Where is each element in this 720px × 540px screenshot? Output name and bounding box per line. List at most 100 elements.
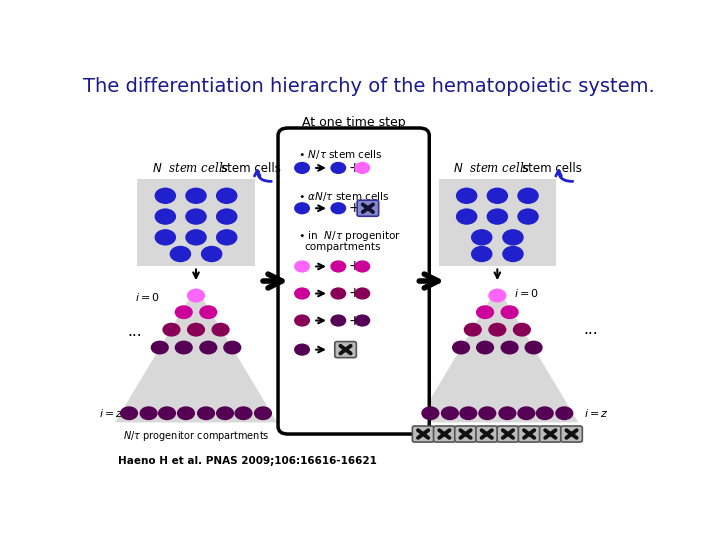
- Text: stem cells: stem cells: [221, 162, 281, 175]
- Text: At one time step: At one time step: [302, 116, 405, 129]
- Circle shape: [422, 407, 438, 420]
- Circle shape: [355, 288, 369, 299]
- Circle shape: [518, 407, 535, 420]
- Circle shape: [294, 203, 310, 214]
- FancyBboxPatch shape: [278, 128, 429, 434]
- FancyBboxPatch shape: [413, 426, 434, 442]
- Circle shape: [499, 407, 516, 420]
- Circle shape: [294, 163, 310, 173]
- FancyBboxPatch shape: [438, 179, 556, 266]
- Circle shape: [477, 341, 493, 354]
- Circle shape: [331, 163, 346, 173]
- Circle shape: [536, 407, 553, 420]
- Circle shape: [212, 323, 229, 336]
- FancyBboxPatch shape: [138, 179, 255, 266]
- Circle shape: [487, 188, 508, 203]
- Circle shape: [200, 341, 217, 354]
- Text: $\bullet$ $\alpha N/\tau$ stem cells: $\bullet$ $\alpha N/\tau$ stem cells: [298, 190, 390, 202]
- Text: +: +: [348, 314, 360, 328]
- Circle shape: [503, 230, 523, 245]
- Circle shape: [479, 407, 495, 420]
- Circle shape: [472, 246, 492, 261]
- Circle shape: [489, 323, 505, 336]
- Circle shape: [487, 209, 508, 224]
- Circle shape: [355, 315, 369, 326]
- Text: The differentiation hierarchy of the hematopoietic system.: The differentiation hierarchy of the hem…: [83, 77, 655, 96]
- Circle shape: [158, 407, 176, 420]
- Circle shape: [151, 341, 168, 354]
- Circle shape: [198, 407, 215, 420]
- Circle shape: [188, 289, 204, 302]
- Text: ...: ...: [584, 322, 598, 338]
- Circle shape: [456, 209, 477, 224]
- Circle shape: [489, 289, 505, 302]
- Circle shape: [501, 341, 518, 354]
- Circle shape: [186, 209, 206, 224]
- Circle shape: [255, 407, 271, 420]
- Circle shape: [294, 315, 310, 326]
- Circle shape: [294, 344, 310, 355]
- Circle shape: [453, 341, 469, 354]
- Circle shape: [186, 230, 206, 245]
- Circle shape: [472, 230, 492, 245]
- Circle shape: [556, 407, 572, 420]
- Circle shape: [171, 246, 191, 261]
- Text: $N$  stem cells: $N$ stem cells: [152, 161, 229, 175]
- Circle shape: [501, 306, 518, 319]
- Circle shape: [456, 188, 477, 203]
- Text: $i=0$: $i=0$: [135, 292, 160, 303]
- Circle shape: [441, 407, 459, 420]
- Text: +: +: [348, 161, 360, 175]
- Circle shape: [477, 306, 493, 319]
- Circle shape: [331, 315, 346, 326]
- Text: +: +: [348, 201, 360, 215]
- Text: +: +: [348, 259, 360, 273]
- Circle shape: [156, 230, 176, 245]
- Circle shape: [217, 230, 237, 245]
- FancyBboxPatch shape: [433, 426, 455, 442]
- Circle shape: [503, 246, 523, 261]
- Circle shape: [235, 407, 252, 420]
- FancyBboxPatch shape: [455, 426, 477, 442]
- Circle shape: [464, 323, 481, 336]
- Circle shape: [355, 261, 369, 272]
- Circle shape: [163, 323, 180, 336]
- Text: ...: ...: [127, 325, 142, 340]
- Circle shape: [178, 407, 194, 420]
- Circle shape: [294, 261, 310, 272]
- Text: $i=z$: $i=z$: [584, 407, 608, 419]
- Text: $N$  stem cells: $N$ stem cells: [453, 161, 531, 175]
- Circle shape: [217, 209, 237, 224]
- Text: stem cells: stem cells: [523, 162, 582, 175]
- Circle shape: [217, 407, 233, 420]
- Circle shape: [355, 163, 369, 173]
- Circle shape: [331, 288, 346, 299]
- Circle shape: [331, 203, 346, 214]
- Circle shape: [121, 407, 138, 420]
- Text: $\bullet$ $N/\tau$ stem cells: $\bullet$ $N/\tau$ stem cells: [298, 148, 383, 161]
- FancyBboxPatch shape: [518, 426, 540, 442]
- Circle shape: [188, 323, 204, 336]
- Circle shape: [518, 209, 538, 224]
- Circle shape: [200, 306, 217, 319]
- Circle shape: [217, 188, 237, 203]
- Circle shape: [176, 341, 192, 354]
- Circle shape: [156, 188, 176, 203]
- Polygon shape: [115, 287, 277, 422]
- FancyBboxPatch shape: [561, 426, 582, 442]
- Circle shape: [331, 261, 346, 272]
- FancyBboxPatch shape: [476, 426, 498, 442]
- Text: Haeno H et al. PNAS 2009;106:16616-16621: Haeno H et al. PNAS 2009;106:16616-16621: [118, 456, 377, 466]
- Polygon shape: [416, 287, 578, 422]
- Circle shape: [513, 323, 530, 336]
- Circle shape: [525, 341, 542, 354]
- Circle shape: [202, 246, 222, 261]
- Text: $i=0$: $i=0$: [514, 287, 539, 299]
- FancyBboxPatch shape: [357, 200, 379, 217]
- Circle shape: [518, 188, 538, 203]
- FancyBboxPatch shape: [335, 342, 356, 357]
- Text: $i=z$: $i=z$: [99, 407, 124, 419]
- Text: $\bullet$ in  $N/\tau$ progenitor: $\bullet$ in $N/\tau$ progenitor: [298, 229, 401, 243]
- Circle shape: [294, 288, 310, 299]
- Circle shape: [186, 188, 206, 203]
